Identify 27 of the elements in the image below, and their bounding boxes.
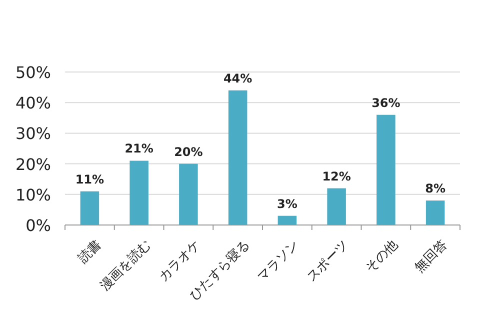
bar	[278, 216, 297, 225]
y-tick-label: 10%	[15, 185, 51, 204]
bar	[80, 191, 100, 225]
data-label: 12%	[322, 169, 351, 184]
bar	[130, 160, 148, 225]
x-tick-label: その他	[362, 237, 401, 276]
y-tick-label: 40%	[15, 94, 51, 113]
bar	[327, 188, 346, 225]
data-label: 21%	[124, 142, 154, 156]
bar	[179, 164, 198, 225]
bar	[228, 90, 248, 225]
bar	[376, 114, 396, 225]
x-tick-label: 読書	[76, 237, 105, 266]
data-label: 20%	[174, 144, 203, 159]
y-tick-label: 30%	[15, 124, 51, 144]
x-tick-label: マラソン	[254, 237, 302, 285]
data-label: 36%	[372, 96, 400, 110]
y-tick-label: 50%	[15, 63, 51, 82]
data-label: 8%	[425, 182, 446, 196]
data-label: 44%	[223, 71, 252, 86]
y-tick-label: 20%	[15, 154, 51, 174]
x-tick-label: スポーツ	[304, 237, 352, 285]
data-label: 3%	[277, 196, 298, 211]
y-tick-label: 0%	[26, 216, 51, 235]
x-tick-label: 無回答	[412, 237, 450, 276]
bar	[426, 200, 445, 225]
data-label: 11%	[75, 172, 104, 186]
